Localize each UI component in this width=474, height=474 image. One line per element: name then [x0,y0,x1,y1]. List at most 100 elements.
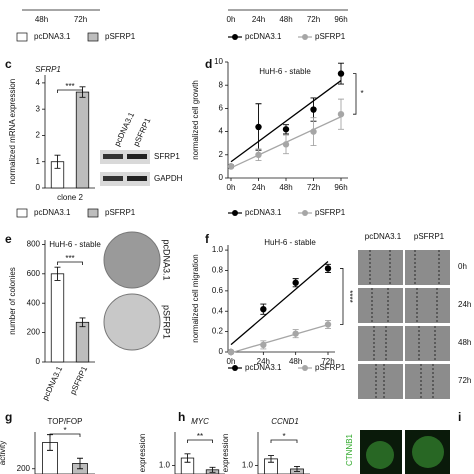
y-tick-label: 0.2 [212,327,224,336]
significance-bracket [49,433,81,437]
significance-bracket [353,73,357,115]
bar [75,321,90,363]
panel-letter: e [5,232,12,246]
panel-letter: g [5,410,12,424]
legend-label: pSFRP1 [105,32,136,41]
error-bar [54,266,61,281]
legend-label: pcDNA3.1 [245,208,282,217]
significance: *** [65,82,74,91]
scratch-edge [418,326,436,361]
significance: * [282,432,285,441]
x-tick-label: 24h [257,357,270,366]
axes [174,432,225,474]
bar [75,91,90,189]
significance: *** [65,254,74,263]
panel-i: CTNNB1 i [345,410,461,474]
legend-marker [302,34,308,40]
y-tick-label: 600 [27,269,41,278]
y-tick-label: 4 [36,78,41,87]
x-tick-label: 0h [227,15,236,24]
micrograph [358,364,403,399]
point [310,128,317,135]
y-axis-label: normalized cell migration [191,254,200,342]
point [324,265,332,272]
legend-label: pcDNA3.1 [34,208,71,217]
error-bar [54,154,61,169]
panel-letter: i [458,410,461,424]
scratch-edge [420,364,434,399]
axes [227,245,335,353]
y-axis-label: expression [138,434,147,473]
legend-label: pSFRP1 [105,208,136,217]
legend-marker [302,210,308,216]
significance-bracket [187,439,213,443]
stain-label: CTNNB1 [345,433,354,466]
point [227,163,235,170]
y-tick-label: 0 [219,173,224,182]
y-axis-label: normalized cell growth [191,80,200,160]
point [260,306,267,313]
column-label: pSFRP1 [414,232,445,241]
chart-title: SFRP1 [35,65,61,74]
x-tick-label: clone 2 [57,193,83,202]
legend-label: pcDNA3.1 [245,32,282,41]
y-tick-label: 0.8 [212,266,224,275]
y-tick-label: 4 [219,127,224,136]
y-tick-label: 6 [219,104,224,113]
row-label: 24h [458,300,471,309]
micrograph [358,288,403,323]
y-tick-label: 2 [219,150,224,159]
row-label: 48h [458,338,471,347]
x-tick-label: 48h [279,15,292,24]
point [292,279,299,286]
y-tick-label: 10 [214,57,223,66]
x-tick-label: 0h [227,183,236,192]
significance: * [360,89,363,98]
point [260,341,267,349]
y-tick-label: 400 [27,298,41,307]
y-tick-label: 1.0 [159,461,171,470]
x-tick-label: 96h [334,15,347,24]
error-bar [268,455,274,463]
legend-swatch [16,208,28,218]
point [337,111,345,118]
scratch-edge [416,288,438,323]
point [310,106,317,113]
row-label: 72h [458,376,471,385]
significance-bracket [340,268,344,325]
lane-label: pSFRP1 [132,116,153,148]
legend-label: pSFRP1 [315,32,346,41]
chart-title: HuH-6 - stable [49,240,101,249]
significance: ** [197,432,203,441]
y-tick-label: 0 [36,183,41,192]
blot-band [127,154,147,159]
micrograph [405,326,450,361]
legend-marker [302,365,308,371]
blot-band [103,154,123,159]
trend-line [230,80,342,163]
point [227,348,235,356]
x-tick-label: pSFRP1 [68,364,89,396]
colony-dish [103,293,161,351]
significance: **** [345,290,354,302]
y-tick-label: 1.0 [242,461,254,470]
significance-bracket [57,89,83,93]
panel-letter: d [205,57,212,71]
cell-stain [366,441,394,469]
point [292,330,299,337]
legend-swatch [16,32,28,42]
y-axis-label: activity [0,441,7,465]
micrograph [405,364,450,399]
y-tick-label: 800 [27,240,41,249]
significance-bracket [57,261,83,265]
micrograph [405,288,450,323]
legend-label: pSFRP1 [315,363,346,372]
chart-title: TOP/FOP [48,417,83,426]
chart-title: HuH-6 - stable [259,67,311,76]
y-tick-label: 2 [36,131,41,140]
chart-title: CCND1 [271,417,299,426]
y-axis-label: expression [221,434,230,473]
legend-swatch [87,208,99,218]
row-label: 0h [458,262,467,271]
